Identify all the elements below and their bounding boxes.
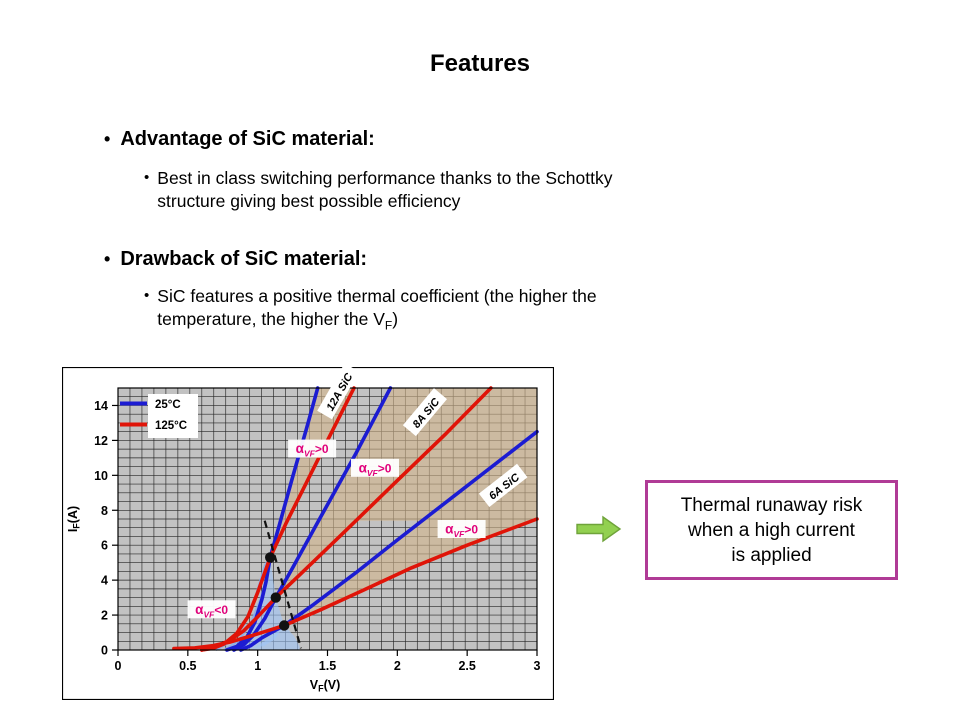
- positive-coeff-region: [270, 388, 354, 558]
- bullet-icon: •: [144, 169, 150, 186]
- alpha-label: αVF>0: [351, 458, 399, 478]
- x-tick-label: 1.5: [319, 659, 336, 673]
- vf-subscript: F: [384, 318, 393, 332]
- y-tick-label: 2: [101, 609, 108, 623]
- advantage-detail: Best in class switching performance than…: [157, 168, 613, 211]
- drawback-detail-close: ): [392, 308, 399, 329]
- x-tick-label: 0: [115, 659, 122, 673]
- x-tick-label: 2.5: [458, 659, 475, 673]
- advantage-heading: Advantage of SiC material:: [120, 128, 375, 150]
- device-label-box: [478, 463, 528, 508]
- alpha-label-box: [288, 439, 337, 458]
- y-axis-label: IF(A): [66, 506, 82, 532]
- legend-box: [148, 394, 198, 438]
- alpha-label-text: αVF>0: [445, 522, 478, 540]
- right-arrow-shape: [576, 515, 622, 543]
- y-tick-label: 0: [101, 644, 108, 658]
- callout-line: when a high current: [688, 519, 855, 541]
- axis-ticks: 0 0.5 1 1.5 2 2.5 3 0 2 4 6 8 10 12 14: [94, 399, 540, 673]
- alpha-label: αVF>0: [288, 439, 337, 459]
- callout-line: Thermal runaway risk: [680, 494, 863, 516]
- alpha-label-text: αVF<0: [195, 602, 228, 620]
- drawback-detail-text: SiC features a positive thermal coeffici…: [157, 286, 597, 329]
- bullet-icon: •: [104, 129, 111, 149]
- legend-label-25c: 25°C: [155, 399, 181, 411]
- crossover-dot: [265, 552, 276, 563]
- device-label-box: [402, 388, 447, 437]
- alpha-label: αVF>0: [437, 520, 486, 540]
- drawback-heading: Drawback of SiC material:: [120, 248, 368, 270]
- alpha-label-box: [437, 520, 486, 538]
- advantage-sub-bullet: • Best in class switching performance th…: [144, 167, 636, 212]
- positive-coeff-region: [284, 431, 537, 626]
- y-tick-label: 8: [101, 504, 108, 518]
- device-label-box: [317, 363, 360, 420]
- bullet-icon: •: [104, 249, 111, 269]
- crossover-dashed-line: [263, 520, 303, 649]
- iv-curve-chart: 0 0.5 1 1.5 2 2.5 3 0 2 4 6 8 10 12 14 12A SiC 8A SiC 6A…: [61, 363, 555, 701]
- y-tick-label: 4: [101, 574, 108, 588]
- y-tick-label: 10: [94, 469, 108, 483]
- legend-label-125c: 125°C: [155, 420, 187, 432]
- x-axis-label: VF(V): [310, 678, 341, 694]
- callout-line: is applied: [731, 544, 812, 566]
- alpha-label-text: αVF>0: [359, 460, 392, 478]
- x-tick-label: 0.5: [179, 659, 196, 673]
- x-tick-label: 3: [534, 659, 541, 673]
- iv-curve: [172, 517, 539, 651]
- bullet-icon: •: [144, 287, 150, 304]
- advantage-bullet: • Advantage of SiC material:: [104, 127, 375, 152]
- page-title: Features: [429, 50, 531, 77]
- negative-coeff-region: [236, 557, 285, 650]
- y-tick-label: 6: [101, 539, 108, 553]
- y-tick-label: 12: [94, 434, 108, 448]
- arrow: [576, 515, 622, 543]
- alpha-label-box: [351, 458, 399, 477]
- crossover-dot: [279, 620, 290, 631]
- thermal-runaway-callout: Thermal runaway risk when a high current…: [645, 480, 898, 580]
- drawback-detail: SiC features a positive thermal coeffici…: [157, 285, 636, 337]
- drawback-sub-bullet: • SiC features a positive thermal coeffi…: [144, 285, 636, 337]
- right-arrow-icon: [576, 515, 622, 543]
- x-tick-label: 1: [254, 659, 261, 673]
- positive-coeff-region: [355, 388, 537, 521]
- chart-legend: 25°C 125°C: [120, 394, 198, 438]
- crossover-dot: [270, 592, 281, 603]
- annotations: [263, 520, 303, 649]
- drawback-bullet: • Drawback of SiC material:: [104, 247, 367, 272]
- iv-curve: [239, 429, 539, 652]
- alpha-label-text: αVF>0: [296, 441, 329, 459]
- alpha-label-box: [187, 600, 236, 619]
- negative-coeff-region: [250, 625, 300, 650]
- alpha-label: αVF<0: [187, 600, 236, 620]
- iv-curve: [225, 386, 320, 652]
- y-tick-label: 14: [94, 399, 108, 413]
- x-tick-label: 2: [394, 659, 401, 673]
